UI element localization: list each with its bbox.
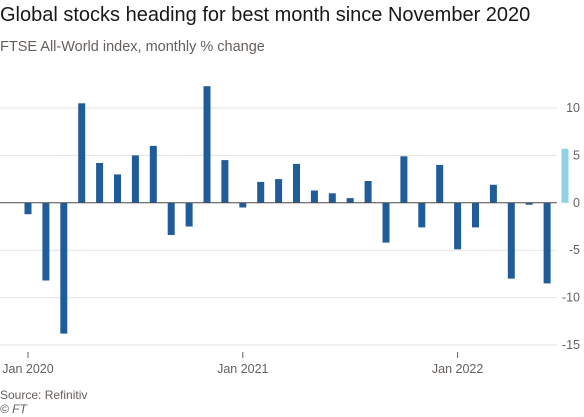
bar-mar-2022 [489,184,497,203]
bar-nov-2020 [203,86,211,203]
bar-oct-2021 [400,156,408,203]
bar-oct-2020 [185,202,193,227]
y-tick-label: -15 [562,338,580,352]
bar-dec-2020 [221,160,229,203]
y-tick-label: -5 [569,243,580,257]
bar-sep-2021 [382,202,390,243]
bar-apr-2021 [293,163,300,203]
x-axis-ticks: Jan 2020 Jan 2021 Jan 2022 [2,352,483,376]
bar-feb-2021 [257,181,265,203]
bar-feb-2020 [42,202,50,281]
x-tick-label: Jan 2022 [432,362,483,376]
bar-nov-2021 [418,202,426,228]
bar-chart: 10 5 0 -5 -10 -15 Jan 2020 Jan 2021 Jan 2022 [0,86,580,376]
bar-jul-2022 [561,148,569,203]
chart-title: Global stocks heading for best month sin… [0,4,531,26]
y-tick-label: 10 [566,101,580,115]
bar-feb-2022 [472,202,479,228]
bar-may-2020 [96,163,104,203]
bar-aug-2020 [149,145,157,203]
bar-may-2022 [525,202,533,205]
bar-may-2021 [310,190,318,203]
y-tick-label: 0 [573,196,580,210]
y-tick-label: -10 [562,291,580,305]
bar-jan-2020 [24,202,32,215]
x-tick-label: Jan 2020 [2,362,53,376]
bar-jan-2022 [454,202,462,250]
bars [24,86,569,334]
bar-dec-2021 [436,164,444,203]
chart-subtitle: FTSE All-World index, monthly % change [0,39,265,55]
bar-jun-2020 [114,174,121,203]
source-note: Source: Refinitiv [0,388,88,402]
bar-sep-2020 [167,202,175,235]
bar-aug-2021 [364,181,372,203]
y-axis-ticks: 10 5 0 -5 -10 -15 [562,101,580,352]
bar-apr-2022 [507,202,515,279]
bar-jul-2021 [346,198,354,203]
bar-jun-2022 [543,202,551,284]
grid-lines [0,107,557,346]
bar-apr-2020 [78,103,86,203]
x-tick-label: Jan 2021 [217,362,268,376]
bar-jul-2020 [131,155,139,203]
bar-jan-2021 [239,202,247,208]
bar-mar-2021 [275,179,283,203]
y-tick-label: 5 [573,148,580,162]
bar-jun-2021 [328,193,336,203]
bar-mar-2020 [60,202,68,334]
copyright-note: © FT [0,402,27,416]
